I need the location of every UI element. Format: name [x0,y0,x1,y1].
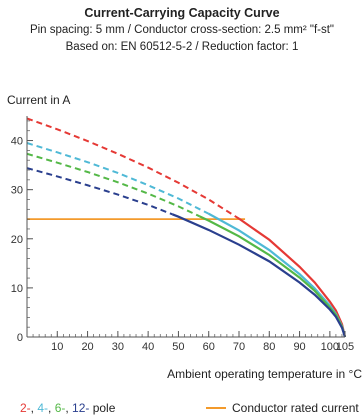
x-tick-label: 10 [51,341,63,353]
x-tick-label: 105 [336,341,354,353]
x-tick-label: 40 [142,341,154,353]
chart-title: Current-Carrying Capacity Curve [84,6,280,20]
x-tick-label: 60 [203,341,215,353]
legend-pole-4: 4- [37,401,49,415]
x-tick-label: 70 [233,341,245,353]
y-axis-label: Current in A [7,93,71,107]
series-6-pole-dashed [26,152,201,218]
series-4-pole-dashed [26,142,210,215]
series-12-pole-dashed [26,167,173,216]
x-axis-label: Ambient operating temperature in °C [167,367,362,381]
x-tick-label: 100 [321,341,339,353]
x-tick-label: 20 [81,341,93,353]
x-tick-label: 50 [172,341,184,353]
x-tick-label: 30 [112,341,124,353]
legend-rated-swatch [206,407,226,409]
legend-pole-suffix: pole [89,401,116,415]
chart-subtitle-standard: Based on: EN 60512-5-2 / Reduction facto… [65,41,299,53]
legend-sep-1: , [30,401,38,415]
y-tick-label: 10 [11,283,23,295]
legend-pole-6: 6- [54,401,66,415]
legend-rated-label: Conductor rated current [232,401,359,415]
legend-pole-2: 2- [20,401,31,415]
y-tick-label: 30 [11,185,23,197]
y-tick-label: 20 [11,234,23,246]
series-6-pole-solid [199,215,347,338]
legend-rated-current: Conductor rated current [206,401,359,415]
legend-pole-series: 2-, 4-, 6-, 12- pole [20,401,115,415]
legend-sep-2: , [48,401,55,415]
y-tick-label: 0 [17,332,23,344]
legend-sep-3: , [65,401,73,415]
series-2-pole-dashed [26,117,240,220]
legend-pole-12: 12- [72,401,90,415]
x-tick-label: 80 [263,341,275,353]
x-tick-label: 90 [293,341,305,353]
chart-subtitle-specs: Pin spacing: 5 mm / Conductor cross-sect… [29,24,335,36]
y-tick-label: 40 [11,136,23,148]
series-12-pole-solid [171,213,347,338]
